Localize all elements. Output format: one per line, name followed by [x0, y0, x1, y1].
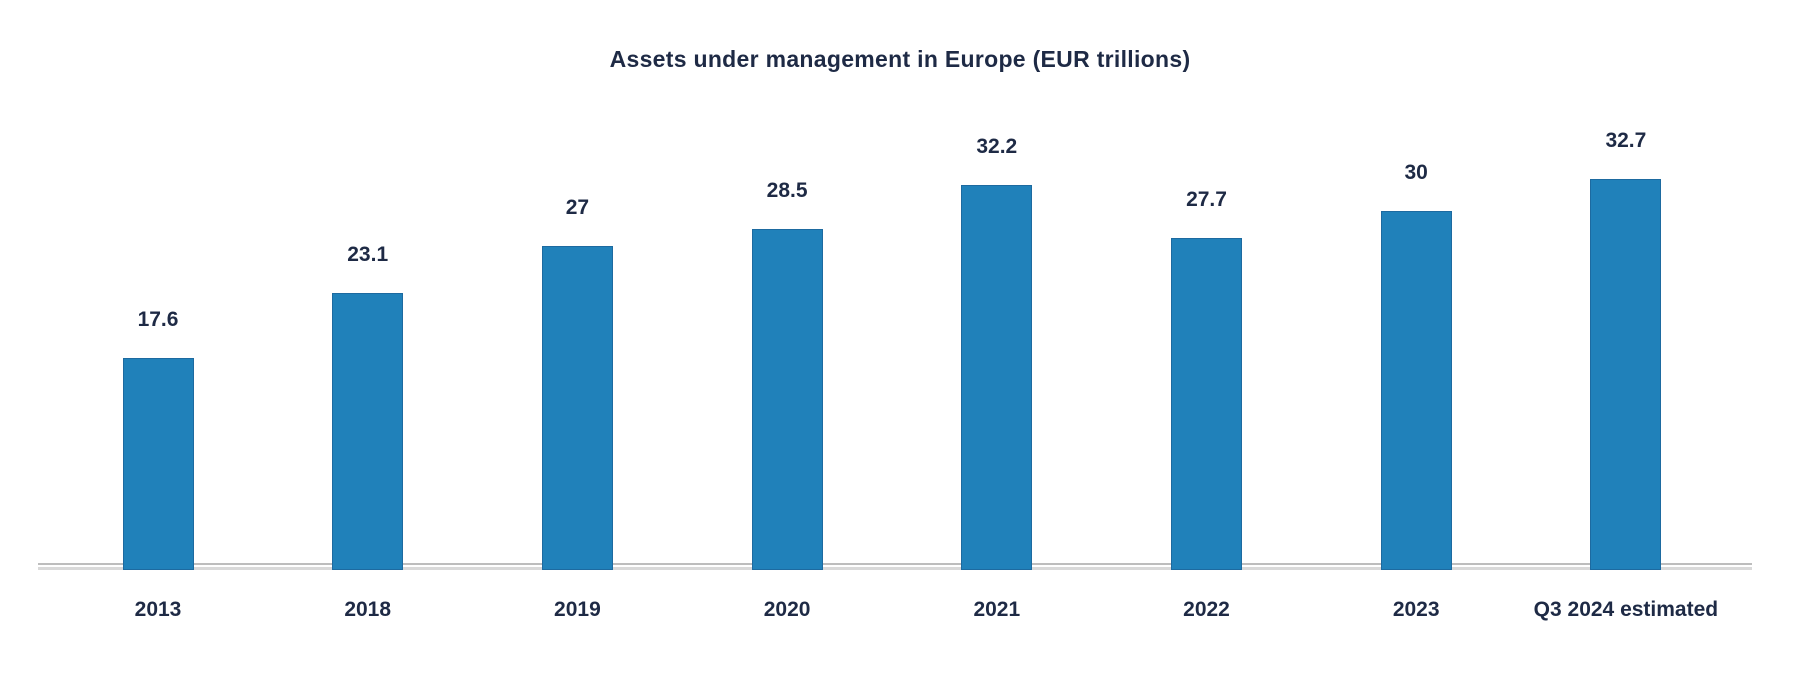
x-axis-tick-label: 2013	[134, 598, 182, 621]
x-axis-line	[38, 563, 1752, 570]
bar	[541, 246, 613, 570]
bar	[1380, 210, 1452, 570]
bar	[751, 228, 823, 570]
bar	[332, 292, 404, 570]
x-axis-tick-label: 2021	[973, 598, 1021, 621]
bar-value-label: 23.1	[347, 242, 389, 266]
bar-value-label: 30	[1404, 160, 1428, 184]
bar-value-label: 27	[565, 196, 590, 220]
x-axis-tick-label: Q3 2024 estimated	[1533, 598, 1719, 621]
bar-value-label: 17.6	[137, 308, 179, 331]
x-axis-tick-label: 2018	[344, 598, 392, 621]
chart-title: Assets under management in Europe (EUR t…	[609, 46, 1191, 72]
bar	[1171, 238, 1242, 570]
bar-value-label: 27.7	[1186, 188, 1227, 212]
bar	[1590, 178, 1662, 570]
bar	[122, 358, 194, 570]
bar-value-label: 32.7	[1605, 128, 1647, 152]
x-axis-tick-label: 2019	[554, 598, 601, 621]
x-axis-tick-label: 2022	[1183, 598, 1230, 621]
x-axis-tick-label: 2023	[1392, 598, 1440, 621]
bar-value-label: 28.5	[766, 178, 808, 202]
x-axis-tick-label: 2020	[763, 598, 811, 621]
bar	[961, 184, 1033, 570]
bar-value-label: 32.2	[976, 134, 1018, 158]
